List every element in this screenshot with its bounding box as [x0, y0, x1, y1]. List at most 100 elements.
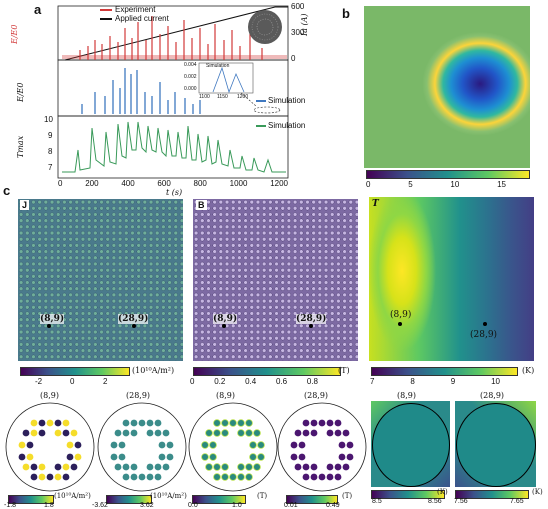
xtick: 200: [85, 179, 99, 188]
circle-4-plot: [277, 402, 367, 492]
b-map-corner-label: B: [196, 200, 207, 210]
circle-2-colorbar: [106, 495, 152, 504]
top-right-tick-0: 0: [291, 54, 296, 63]
circle-1-min: -1.8: [4, 502, 17, 509]
t-cbar-ticks: 7 8 9 10: [370, 377, 500, 386]
square-6-min: 7.56: [454, 498, 468, 505]
circle-5-title: (8,9): [397, 391, 416, 400]
square-6-plot: [455, 401, 536, 487]
simulation-green-trace: [62, 121, 286, 173]
circle-3-unit: (T): [257, 492, 268, 500]
j-point-label-28-9: (28,9): [118, 314, 149, 324]
circle-3-min: 0.0: [188, 502, 198, 509]
legend-applied-current: Applied current: [115, 14, 169, 23]
legend-simulation-blue: Simulation: [268, 96, 306, 105]
circle-3-colorbar: [192, 495, 246, 504]
circle-2-max: 3.62: [140, 502, 154, 509]
bottom-ytick-8: 8: [48, 147, 53, 156]
square-5-colorbar: [371, 490, 445, 499]
circle-1-unit: (10¹⁰A/m²): [54, 492, 91, 500]
bottom-ylabel: Tmax: [16, 135, 25, 158]
cbar-tick: 15: [497, 180, 506, 189]
middle-legend: Simulation: [256, 96, 305, 105]
b-point-marker: [222, 324, 226, 328]
top-right-tick-300: 300: [291, 28, 305, 37]
j-cbar-tick: -2: [35, 377, 43, 386]
circle-2-title: (28,9): [126, 391, 151, 400]
experiment-spikes: [79, 16, 263, 60]
inset-ytick-1: 0.002: [184, 74, 197, 80]
zoom-region-marker: [253, 106, 281, 114]
b-cbar-unit: (T): [338, 366, 350, 375]
top-legend: Experiment Applied current: [100, 5, 169, 23]
cbar-tick: 5: [408, 180, 413, 189]
circle-3-max: 1.0: [232, 502, 242, 509]
circle-2-unit: (10¹⁰A/m²): [150, 492, 187, 500]
xtick: 400: [121, 179, 135, 188]
b-colorbar: [193, 367, 341, 376]
j-cbar-unit: (10¹⁰A/m²): [132, 366, 175, 375]
circle-4-max: 0.49: [326, 502, 340, 509]
bottom-xlabel: t (s): [166, 188, 183, 197]
circle-1-colorbar: [8, 495, 54, 504]
cbar-tick: 8: [410, 377, 415, 386]
top-right-tick-600: 600: [291, 2, 305, 11]
cbar-tick: 0: [366, 180, 371, 189]
inset-ytick-2: 0.000: [184, 86, 197, 92]
square-5-max: 8.56: [428, 498, 442, 505]
t-point-marker: [483, 322, 487, 326]
b-cbar-ticks: 0 0.2 0.4 0.6 0.8: [190, 377, 318, 386]
j-point-marker: [132, 324, 136, 328]
middle-plot-frame: [57, 59, 289, 117]
cbar-tick: 0.8: [306, 377, 318, 386]
circle-3-title: (8,9): [216, 391, 235, 400]
inset-xtick-1: 1150: [217, 94, 228, 100]
t-colorbar: [371, 367, 518, 376]
j-map-corner-label: J: [20, 200, 30, 210]
t-cbar-unit: (K): [522, 366, 535, 375]
cbar-tick: 9: [450, 377, 456, 386]
bottom-legend: Simulation: [256, 121, 305, 130]
panel-b-colorbar: [366, 170, 530, 179]
b-point-label-8-9: (8,9): [213, 314, 238, 324]
xtick: 800: [193, 179, 207, 188]
cbar-tick: 10: [450, 180, 460, 189]
panel-a-figure: [57, 5, 289, 179]
sample-photo-disk: [248, 10, 282, 44]
cbar-tick: 0.2: [214, 377, 226, 386]
b-point-label-28-9: (28,9): [296, 314, 327, 324]
circle-2-min: -3.62: [92, 502, 108, 509]
b-map: [193, 199, 358, 361]
t-point-marker: [398, 322, 402, 326]
circle-1-title: (8,9): [40, 391, 59, 400]
panel-b-cbar-ticks: 0 5 10 15: [366, 180, 506, 189]
j-point-label-8-9: (8,9): [40, 314, 65, 324]
inset-zoom-box: [198, 62, 254, 94]
inset-ytick-0: 0.004: [184, 62, 197, 68]
panel-label-b: b: [342, 6, 350, 21]
circle-3-plot: [188, 402, 278, 492]
bottom-xticks: 0 200 400 600 800 1000 1200: [58, 179, 288, 188]
bottom-ytick-7: 7: [48, 163, 53, 172]
simulation-blue-spikes: [81, 68, 201, 114]
legend-simulation-green: Simulation: [268, 121, 306, 130]
cbar-tick: 10: [491, 377, 500, 386]
square-5-plot: [371, 401, 450, 487]
square-6-max: 7.65: [510, 498, 524, 505]
t-point-label-8-9: (8,9): [390, 310, 412, 320]
xtick: 1200: [270, 179, 288, 188]
circle-1-plot: [5, 402, 95, 492]
xtick: 0: [58, 179, 63, 188]
cbar-tick: 0: [190, 377, 195, 386]
middle-ylabel: E/E0: [16, 82, 25, 102]
inset-xtick-0: 1100: [199, 94, 210, 100]
legend-experiment: Experiment: [115, 5, 156, 14]
circle-4-colorbar: [286, 495, 338, 504]
circle-4-min: 0.01: [284, 502, 298, 509]
panel-label-a: a: [34, 2, 42, 17]
j-colorbar: [20, 367, 130, 376]
square-5-min: 8.5: [372, 498, 382, 505]
circle-4-unit: (T): [342, 492, 353, 500]
circle-6-title: (28,9): [480, 391, 505, 400]
j-map: [18, 199, 183, 361]
